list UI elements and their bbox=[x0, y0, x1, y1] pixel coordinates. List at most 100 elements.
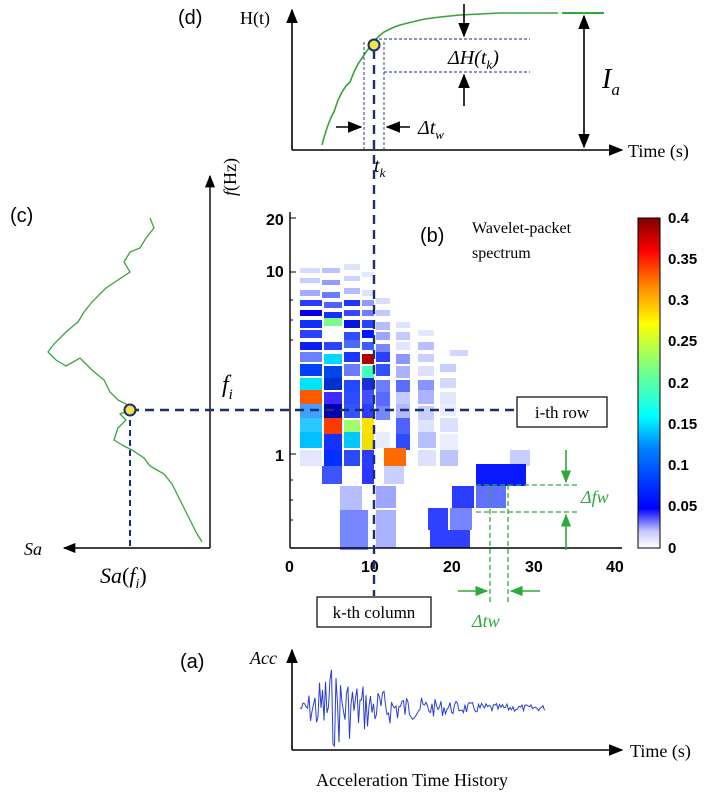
colorbar-tick-0.2: 0.2 bbox=[668, 375, 689, 392]
delta-tw-label: Δtw bbox=[471, 611, 500, 631]
heatmap-cell bbox=[452, 486, 474, 508]
heatmap-cell bbox=[324, 354, 342, 364]
panel-b-title-line2: spectrum bbox=[472, 245, 531, 262]
y-tick-20: 20 bbox=[266, 212, 284, 229]
heatmap-cell bbox=[396, 342, 410, 350]
wavelet-heatmap bbox=[300, 264, 530, 550]
heatmap-cell bbox=[430, 530, 470, 548]
heatmap-cell bbox=[322, 268, 340, 273]
heatmap-cell bbox=[344, 364, 360, 376]
heatmap-cell bbox=[300, 310, 322, 316]
panel-b-label: (b) bbox=[420, 225, 444, 247]
heatmap-cell bbox=[324, 366, 342, 378]
heatmap-cell bbox=[418, 450, 436, 466]
ia-label: Ia bbox=[601, 64, 620, 99]
panel-a: (a) Acc Time (s) Acceleration Time Histo… bbox=[180, 648, 691, 790]
k-th-column-label: k-th column bbox=[333, 603, 416, 622]
heatmap-cell bbox=[300, 364, 322, 376]
heatmap-cell bbox=[340, 486, 362, 510]
heatmap-cell bbox=[344, 332, 360, 340]
panel-c-label: (c) bbox=[10, 205, 33, 227]
heatmap-cell bbox=[344, 340, 360, 348]
heatmap-cell bbox=[344, 404, 360, 418]
heatmap-cell bbox=[396, 354, 410, 364]
panel-d-x-label: Time (s) bbox=[628, 141, 689, 162]
panel-c-x-label: Sa bbox=[24, 539, 42, 559]
heatmap-cell bbox=[300, 320, 322, 328]
colorbar-tick-0.3: 0.3 bbox=[668, 292, 689, 309]
heatmap-cell bbox=[300, 342, 322, 350]
k-th-column-box bbox=[316, 596, 432, 628]
heatmap-cell bbox=[440, 364, 456, 372]
heatmap-cell bbox=[440, 434, 458, 450]
heatmap-cell bbox=[300, 418, 322, 434]
heatmap-cell bbox=[300, 300, 322, 306]
heatmap-cell bbox=[396, 434, 410, 450]
panel-d-label: (d) bbox=[178, 7, 202, 29]
x-tick-40: 40 bbox=[606, 559, 624, 576]
heatmap-cell bbox=[440, 418, 458, 432]
colorbar-tick-0.35: 0.35 bbox=[668, 251, 697, 268]
heatmap-cell bbox=[510, 450, 530, 466]
heatmap-cell bbox=[396, 332, 410, 340]
heatmap-cell bbox=[376, 310, 390, 316]
heatmap-cell bbox=[300, 450, 322, 466]
heatmap-cell bbox=[324, 330, 342, 338]
heatmap-cell bbox=[324, 302, 342, 308]
heatmap-cell bbox=[428, 508, 448, 530]
heatmap-cell bbox=[440, 378, 456, 388]
heatmap-cell bbox=[322, 466, 342, 484]
i-th-row-box bbox=[516, 396, 608, 428]
dtw-label: Δtw bbox=[417, 117, 444, 142]
heatmap-cell bbox=[362, 378, 374, 390]
heatmap-cell bbox=[440, 450, 458, 466]
heatmap-cell bbox=[344, 310, 360, 316]
heatmap-cell bbox=[418, 342, 434, 350]
heatmap-cell bbox=[376, 392, 390, 406]
acceleration-signal bbox=[299, 669, 545, 748]
heatmap-cell bbox=[344, 450, 360, 466]
heatmap-cell bbox=[376, 322, 390, 330]
heatmap-cell bbox=[396, 322, 410, 328]
heatmap-cell bbox=[362, 434, 374, 450]
heatmap-cell bbox=[344, 380, 360, 392]
heatmap-cell bbox=[324, 418, 342, 434]
heatmap-cell bbox=[362, 320, 374, 328]
fi-label: fi bbox=[222, 372, 233, 403]
heatmap-cell bbox=[376, 298, 390, 304]
colorbar-tick-0.15: 0.15 bbox=[668, 416, 697, 433]
heatmap-cell bbox=[324, 378, 342, 390]
colorbar-tick-0.05: 0.05 bbox=[668, 498, 697, 515]
heatmap-cell bbox=[376, 352, 390, 362]
heatmap-cell bbox=[300, 290, 320, 296]
panel-b-x-ticks: 0 10 20 30 40 bbox=[285, 559, 624, 576]
x-tick-0: 0 bbox=[285, 559, 294, 576]
heatmap-cell bbox=[324, 392, 342, 406]
heatmap-cell bbox=[324, 342, 342, 350]
colorbar-tick-0.1: 0.1 bbox=[668, 457, 689, 474]
colorbar-ticks: 0.4 0.35 0.3 0.25 0.2 0.15 0.1 0.05 0 bbox=[668, 210, 697, 557]
delta-tw-dimension: Δtw bbox=[458, 485, 540, 631]
y-tick-1: 1 bbox=[275, 448, 284, 465]
heatmap-cell bbox=[376, 432, 390, 448]
heatmap-cell bbox=[300, 390, 322, 404]
panel-a-y-label: Acc bbox=[249, 648, 277, 668]
heatmap-cell bbox=[418, 366, 434, 376]
panel-b-y-ticks: 1 10 20 bbox=[266, 212, 284, 465]
heatmap-cell bbox=[450, 350, 468, 356]
dh-label: ΔH(tk) bbox=[447, 47, 499, 72]
heatmap-cell bbox=[324, 450, 342, 466]
heatmap-cell bbox=[376, 344, 390, 352]
heatmap-cell bbox=[362, 342, 374, 350]
panel-c: (c) f(Hz) Sa Sa(fi) fi bbox=[10, 158, 241, 592]
heatmap-cell bbox=[396, 380, 410, 392]
panel-a-x-label: Time (s) bbox=[630, 741, 691, 762]
heatmap-cell bbox=[376, 332, 390, 340]
heatmap-cell bbox=[362, 366, 374, 378]
heatmap-cell bbox=[362, 272, 374, 277]
heatmap-cell bbox=[344, 466, 360, 484]
heatmap-cell bbox=[376, 486, 396, 508]
heatmap-cell bbox=[362, 354, 374, 364]
x-tick-10: 10 bbox=[361, 559, 379, 576]
